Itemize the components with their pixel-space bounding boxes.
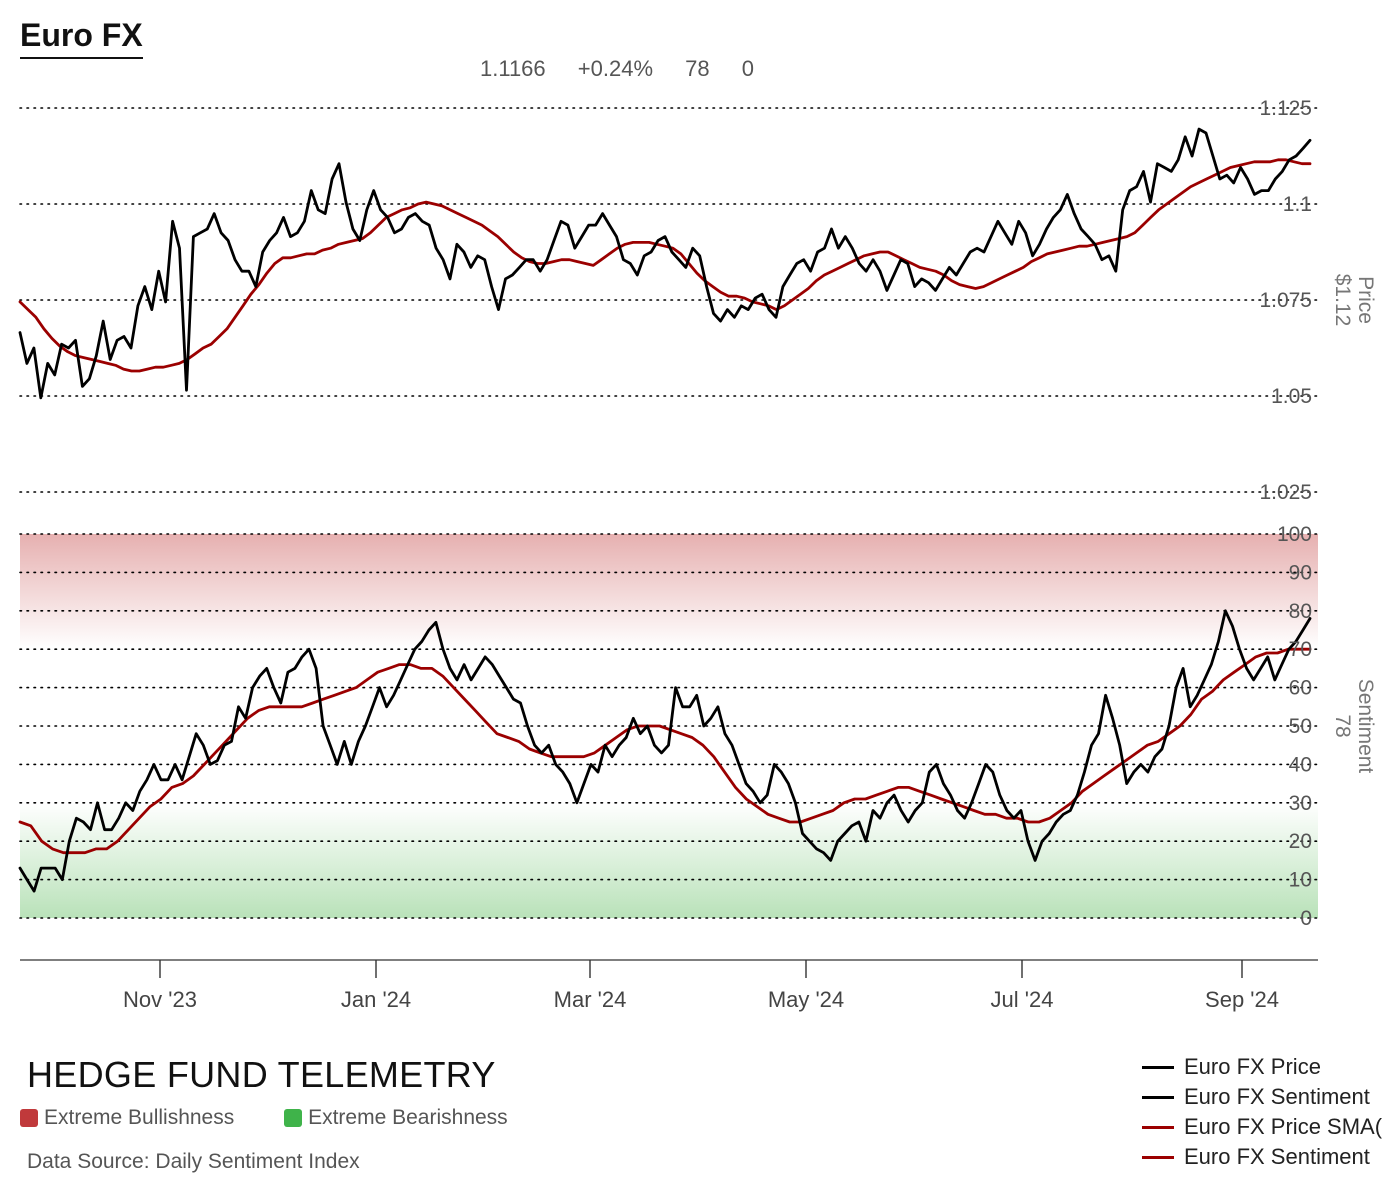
sentiment-tick-label: 80 [1289,600,1312,623]
sentiment-tick-label: 90 [1289,561,1312,584]
sentiment-tick-label: 40 [1289,753,1312,776]
chart-canvas: 1.1251.11.0751.051.025100908070605040302… [18,97,1377,1012]
legend-label: Euro FX Sentiment [1184,1084,1370,1109]
legend-line-swatch [1142,1065,1174,1069]
legend-item[interactable]: Euro FX Sentiment [1142,1142,1400,1172]
bullish-swatch [20,1109,38,1127]
sentiment-tick-label: 30 [1289,792,1312,815]
sentiment-tick-label: 50 [1289,715,1312,738]
legend-label: Euro FX Sentiment [1184,1144,1370,1169]
sentiment-tick-label: 0 [1300,907,1312,930]
x-tick-label: Nov '23 [123,987,197,1012]
legend-line-swatch [1142,1125,1174,1129]
stat-sentiment: 78 [685,56,710,81]
price-axis-title: Price [1354,276,1377,324]
data-source: Data Source: Daily Sentiment Index [27,1150,360,1173]
price-tick-label: 1.125 [1259,97,1312,120]
x-tick-label: Mar '24 [554,987,627,1012]
x-tick-label: May '24 [768,987,844,1012]
extreme-bullish-zone [20,534,1318,649]
legend-label: Euro FX Price SMA( [1184,1114,1383,1139]
x-tick-label: Sep '24 [1205,987,1279,1012]
legend-line-swatch [1142,1155,1174,1159]
legend-extreme-bearish: Extreme Bearishness [284,1106,508,1130]
price-tick-label: 1.1 [1283,193,1312,216]
x-tick-label: Jul '24 [991,987,1054,1012]
bearish-label: Extreme Bearishness [308,1106,508,1129]
brand-name: HEDGE FUND TELEMETRY [27,1054,496,1095]
sentiment-line [18,609,1312,893]
x-tick-label: Jan '24 [341,987,411,1012]
zones-legend: Extreme Bullishness Extreme Bearishness [20,1106,552,1133]
legend-item[interactable]: Euro FX Price [1142,1052,1400,1082]
legend-line-swatch [1142,1095,1174,1099]
series-legend: Euro FX Price Euro FX Sentiment Euro FX … [1142,1052,1400,1172]
bearish-swatch [284,1109,303,1127]
sentiment-sma-line [18,647,1312,855]
bullish-label: Extreme Bullishness [44,1106,235,1129]
sentiment-tick-label: 70 [1289,638,1312,661]
sentiment-last-value: 78 [1331,714,1354,737]
price-tick-label: 1.025 [1259,481,1312,504]
sentiment-tick-label: 10 [1289,869,1312,892]
price-last-value: $1.12 [1331,274,1354,327]
sentiment-tick-label: 60 [1289,677,1312,700]
sentiment-axis-title: Sentiment [1354,679,1377,774]
stat-extra: 0 [741,56,754,81]
legend-item[interactable]: Euro FX Sentiment [1142,1082,1400,1112]
stats-bar: 1.1166 +0.24% 78 0 [480,56,780,82]
sentiment-tick-label: 20 [1289,830,1312,853]
legend-label: Euro FX Price [1184,1054,1321,1079]
legend-item[interactable]: Euro FX Price SMA( [1142,1112,1400,1142]
extreme-bearish-zone [20,802,1318,918]
legend-extreme-bullish: Extreme Bullishness [20,1106,234,1130]
stat-price: 1.1166 [480,56,546,81]
price-tick-label: 1.05 [1271,385,1312,408]
stat-change: +0.24% [577,56,654,81]
price-tick-label: 1.075 [1259,289,1312,312]
chart-title: Euro FX [20,17,143,60]
sentiment-tick-label: 100 [1277,523,1312,546]
price-line [18,127,1312,400]
